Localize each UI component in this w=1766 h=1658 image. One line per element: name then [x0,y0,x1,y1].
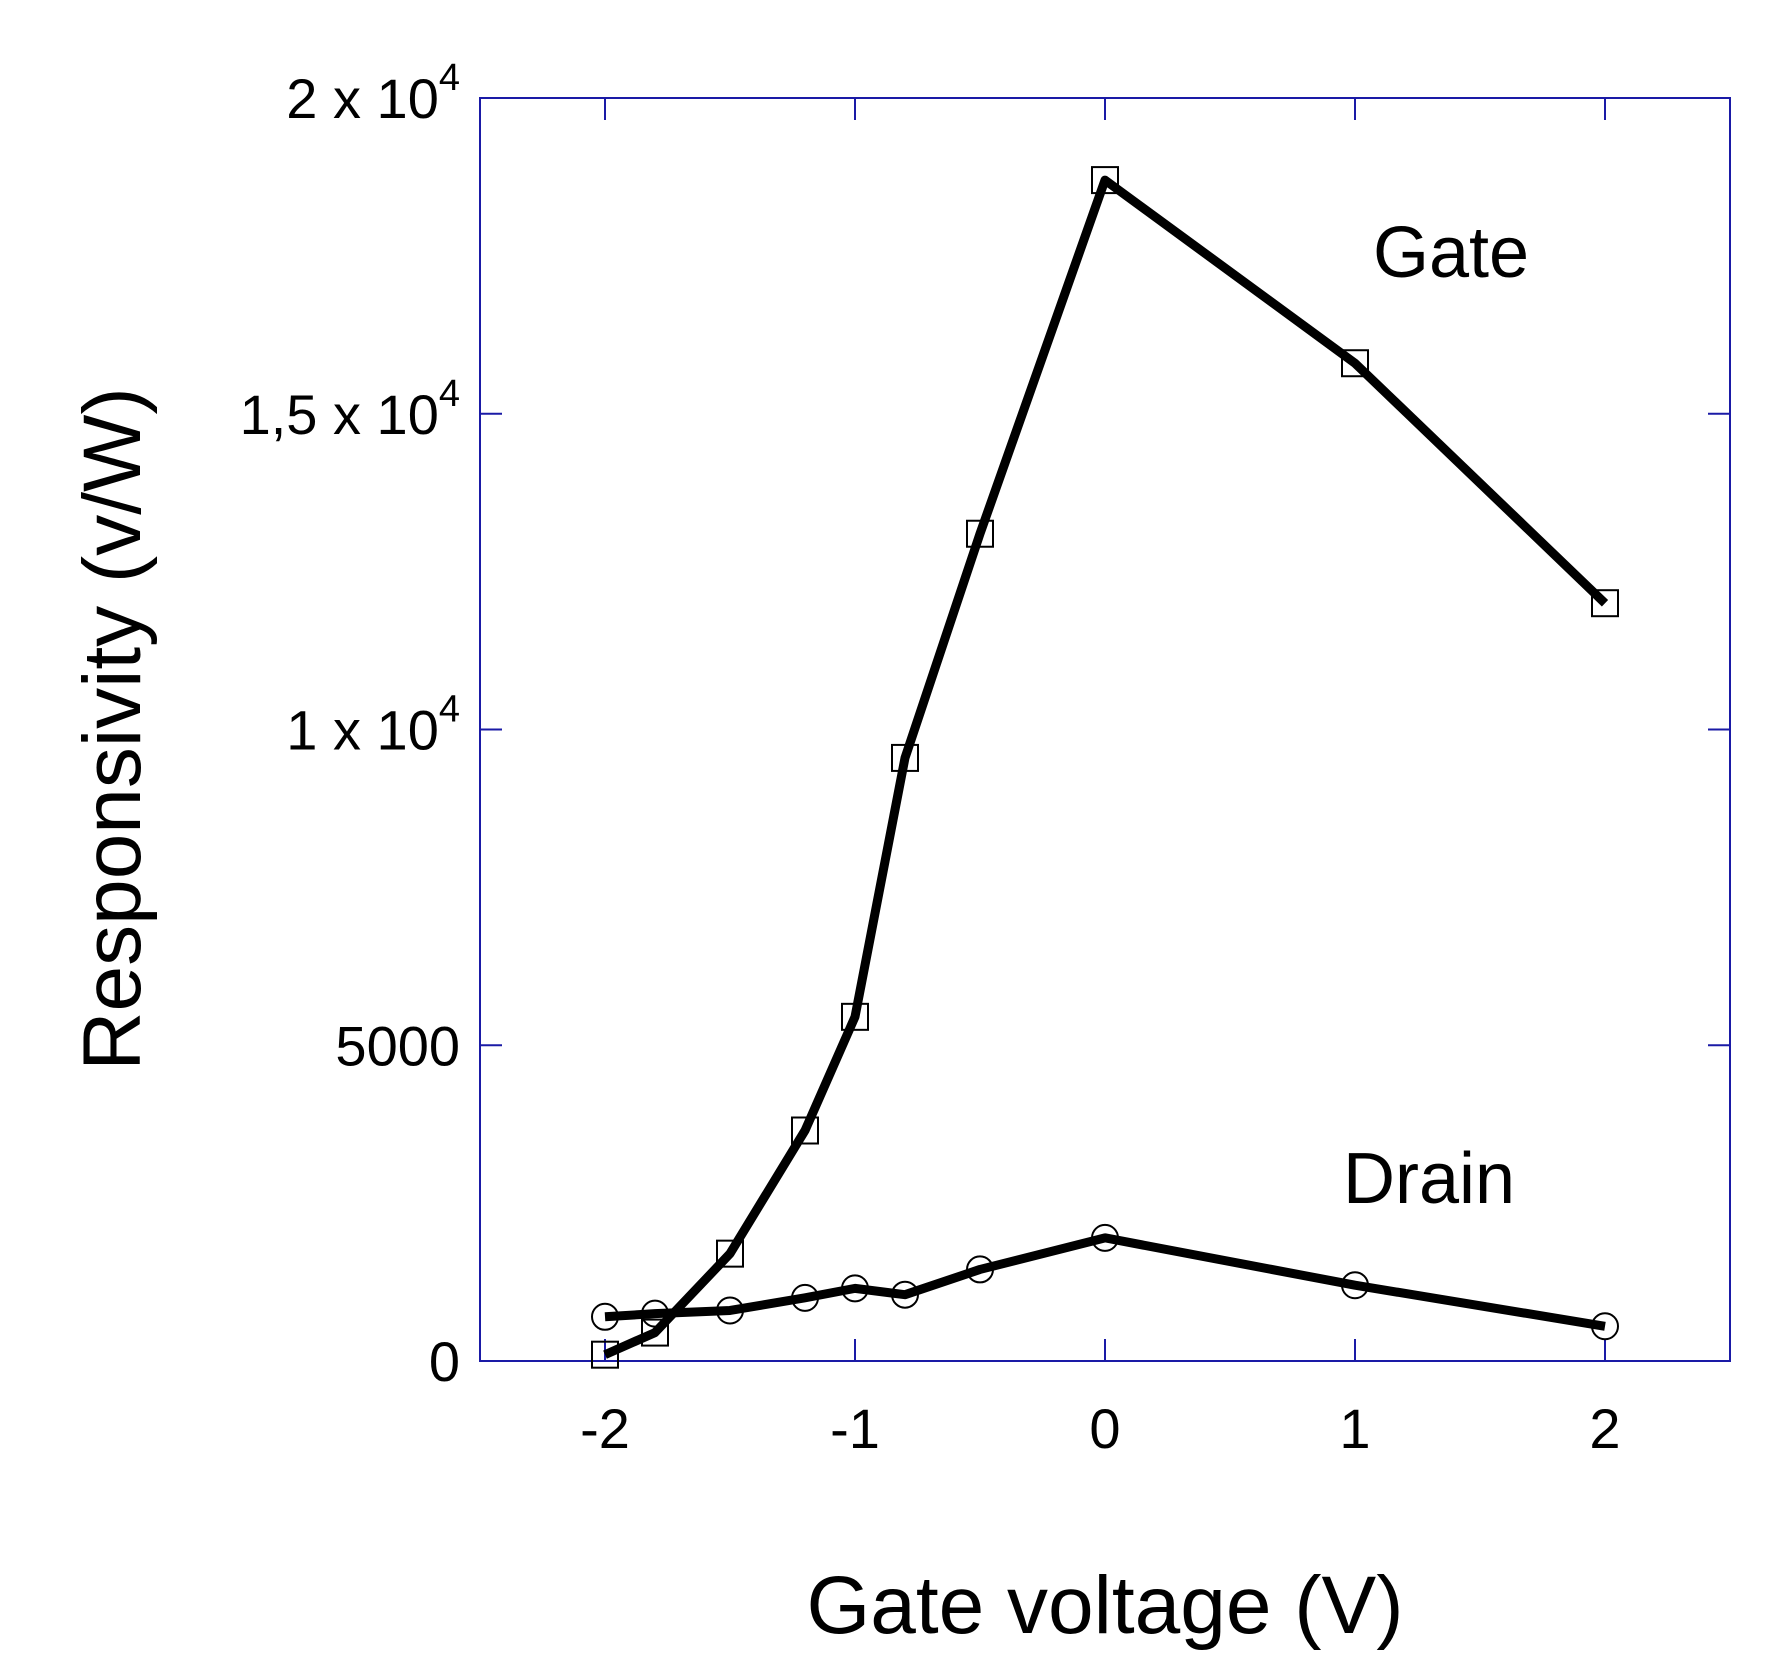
data-point-drain [891,1280,919,1309]
y-tick-label: 1,5 x 104 [240,373,460,446]
series-line-gate [603,175,1609,1359]
x-tick-label: 0 [1089,1397,1120,1460]
annotation-drain: Drain [1343,1139,1515,1219]
x-tick-label: 1 [1339,1397,1370,1460]
x-axis-title: Gate voltage (V) [806,1560,1403,1651]
data-point-drain [841,1274,869,1303]
data-point-gate [716,1239,744,1268]
y-axis-title: Responsivity (v/W) [67,387,158,1070]
series-line-drain [604,1233,1606,1331]
plot-frame [479,97,1731,1362]
data-point-drain [591,1302,619,1331]
x-axis-ticks: -2 -1 0 1 2 [580,98,1621,1460]
y-tick-label: 5000 [335,1014,460,1077]
series-layer [591,166,1619,1369]
y-tick-exponent: 4 [439,57,460,99]
data-point-drain [716,1296,744,1325]
data-point-gate [1091,166,1119,195]
y-tick-exponent: 4 [439,373,460,415]
y-tick-label: 0 [429,1330,460,1393]
data-point-gate [641,1318,669,1347]
y-tick-mantissa: 0 [429,1330,460,1393]
data-point-drain [641,1299,669,1328]
y-tick-mantissa: 1 x 10 [286,699,439,762]
data-point-drain [1591,1312,1619,1341]
data-point-gate [791,1116,819,1145]
x-tick-label: -1 [830,1397,880,1460]
y-tick-mantissa: 1,5 x 10 [240,383,439,446]
y-tick-mantissa: 2 x 10 [286,67,439,130]
y-tick-label: 1 x 104 [286,689,460,762]
data-point-gate [1341,349,1369,378]
y-tick-mantissa: 5000 [335,1014,460,1077]
x-tick-label: -2 [580,1397,630,1460]
y-tick-label: 2 x 104 [286,57,460,130]
annotation-gate: Gate [1373,213,1529,293]
data-point-gate [966,519,994,548]
data-point-drain [966,1255,994,1284]
data-point-gate [591,1340,619,1369]
y-tick-exponent: 4 [439,689,460,731]
x-tick-label: 2 [1589,1397,1620,1460]
data-point-drain [791,1283,819,1312]
data-point-drain [1341,1271,1369,1300]
data-point-gate [891,743,919,772]
data-point-gate [841,1002,869,1031]
data-point-gate [1591,589,1619,618]
data-point-drain [1091,1223,1119,1252]
